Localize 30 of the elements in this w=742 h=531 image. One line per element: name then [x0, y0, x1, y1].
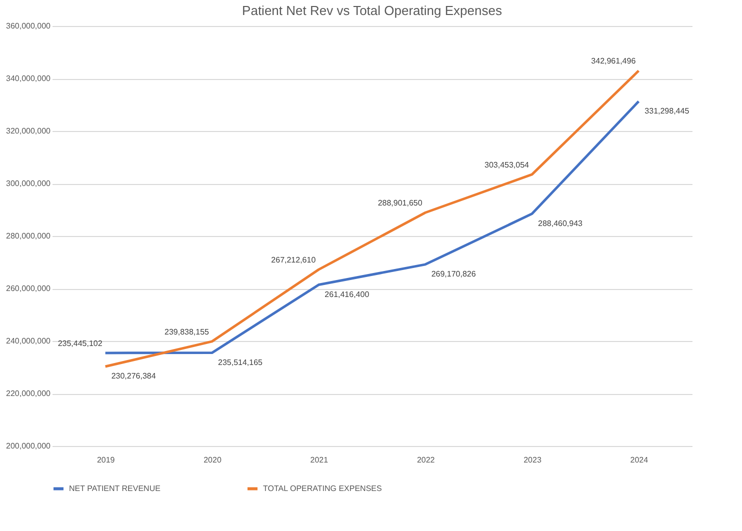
legend-label: NET PATIENT REVENUE — [69, 484, 160, 493]
data-label: 235,514,165 — [218, 358, 264, 367]
data-label: 235,445,102 — [58, 338, 103, 348]
y-tick-label: 220,000,000 — [6, 389, 52, 398]
data-label: 261,416,400 — [324, 290, 370, 299]
chart-title: Patient Net Rev vs Total Operating Expenses — [242, 3, 502, 18]
x-tick-label: 2020 — [204, 456, 222, 464]
y-tick-label: 340,000,000 — [6, 74, 52, 83]
legend-label: TOTAL OPERATING EXPENSES — [263, 484, 382, 493]
data-label: 230,276,384 — [111, 372, 156, 381]
y-tick-label: 260,000,000 — [6, 284, 52, 293]
y-tick-label: 360,000,000 — [6, 22, 52, 30]
data-label: 342,961,496 — [591, 56, 636, 66]
data-label: 239,838,155 — [164, 327, 210, 336]
y-tick-label: 280,000,000 — [6, 232, 52, 240]
y-tick-label: 200,000,000 — [6, 442, 52, 450]
y-tick-label: 320,000,000 — [6, 126, 52, 136]
x-tick-label: 2023 — [524, 456, 542, 464]
data-label: 288,901,650 — [378, 198, 423, 208]
x-tick-label: 2022 — [416, 456, 436, 464]
data-label: 267,212,610 — [271, 256, 316, 265]
x-tick-label: 2021 — [310, 456, 329, 464]
y-tick-label: 240,000,000 — [6, 336, 52, 346]
data-label: 269,170,826 — [431, 269, 476, 278]
x-tick-label: 2019 — [96, 456, 116, 464]
data-label: 288,460,943 — [538, 218, 584, 228]
data-label: 303,453,054 — [484, 160, 530, 170]
data-label: 331,298,445 — [644, 106, 690, 116]
x-tick-label: 2024 — [630, 456, 649, 464]
y-tick-label: 300,000,000 — [6, 179, 52, 188]
